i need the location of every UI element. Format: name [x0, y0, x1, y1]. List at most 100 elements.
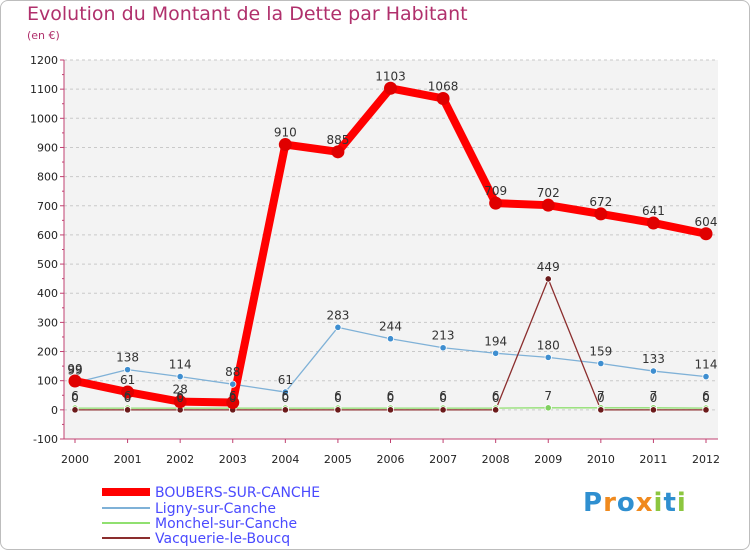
data-label: 604: [695, 215, 718, 229]
y-tick-label: 400: [37, 287, 58, 300]
data-label: 0: [650, 391, 658, 405]
data-point-0: [121, 385, 135, 399]
legend-label-2: Monchel-sur-Canche: [155, 516, 297, 532]
data-point-3: [649, 406, 658, 414]
data-label: 1068: [428, 79, 459, 93]
data-point-0: [173, 395, 187, 409]
data-point-3: [492, 406, 500, 414]
data-point-1: [281, 388, 289, 396]
y-tick-label: 0: [51, 404, 58, 417]
y-tick-label: 700: [37, 200, 58, 213]
data-point-1: [334, 323, 342, 331]
data-label: 885: [326, 133, 349, 147]
x-tick-label: 2000: [61, 453, 89, 466]
data-point-1: [492, 349, 500, 357]
data-label: 0: [124, 391, 132, 405]
data-point-1: [229, 380, 237, 388]
data-point-3: [439, 406, 447, 414]
data-label: 88: [225, 365, 240, 379]
data-label: 138: [116, 351, 139, 365]
data-point-1: [386, 335, 395, 343]
data-point-3: [123, 406, 132, 414]
data-label: 7: [544, 389, 552, 403]
data-label: 0: [334, 391, 342, 405]
x-tick-label: 2009: [534, 453, 562, 466]
data-label: 114: [169, 358, 192, 372]
data-point-0: [331, 145, 345, 159]
x-tick-label: 2008: [482, 453, 510, 466]
data-label: 1103: [375, 69, 406, 83]
data-point-1: [176, 373, 184, 381]
x-tick-label: 2001: [114, 453, 142, 466]
data-point-1: [702, 373, 710, 381]
data-label: 28: [173, 383, 188, 397]
proxiti-logo: Proxiti: [583, 488, 687, 518]
data-label: 702: [537, 186, 560, 200]
chart-title: Evolution du Montant de la Dette par Hab…: [27, 3, 468, 25]
data-label: 0: [387, 391, 395, 405]
x-tick-label: 2006: [377, 453, 405, 466]
data-label: 641: [642, 204, 665, 218]
data-label: 449: [537, 260, 560, 274]
data-label: 6: [229, 389, 237, 403]
logo-letter: i: [653, 488, 664, 518]
data-label: 0: [176, 391, 184, 405]
data-point-0: [278, 138, 292, 152]
y-tick-label: 1000: [30, 112, 58, 125]
data-point-0: [226, 396, 240, 410]
data-point-3: [544, 275, 552, 283]
data-label: 6: [334, 389, 342, 403]
data-point-0: [68, 374, 82, 388]
logo-letter: P: [583, 488, 604, 518]
data-point-1: [439, 344, 447, 352]
data-point-3: [281, 406, 289, 414]
y-tick-label: 900: [37, 141, 58, 154]
data-point-0: [541, 198, 555, 212]
data-label: 7: [597, 389, 605, 403]
data-point-3: [386, 406, 395, 414]
y-tick-label: 500: [37, 258, 58, 271]
data-label: 6: [71, 389, 79, 403]
data-point-3: [334, 406, 342, 414]
y-tick-label: 300: [37, 316, 58, 329]
data-label: 0: [282, 391, 290, 405]
x-tick-label: 2011: [639, 453, 667, 466]
data-label: 99: [67, 362, 82, 376]
logo-letter: x: [635, 488, 654, 518]
x-tick-label: 2012: [692, 453, 720, 466]
data-label: 6: [176, 389, 184, 403]
data-label: 6: [282, 389, 290, 403]
y-tick-label: 800: [37, 171, 58, 184]
data-label: 159: [589, 344, 612, 358]
data-point-0: [384, 81, 397, 95]
data-label: 6: [702, 389, 710, 403]
x-tick-label: 2003: [219, 453, 247, 466]
data-label: 6: [387, 389, 395, 403]
chart-subtitle: (en €): [27, 29, 60, 42]
data-label: 61: [278, 373, 293, 387]
data-label: 709: [484, 184, 507, 198]
data-label: 283: [326, 308, 349, 322]
data-point-1: [544, 353, 552, 361]
y-tick-label: 600: [37, 229, 58, 242]
data-label: 0: [229, 391, 237, 405]
legend-label-3: Vacquerie-le-Boucq: [155, 531, 290, 547]
data-label: 194: [484, 334, 507, 348]
data-point-1: [597, 359, 605, 368]
data-label: 0: [439, 391, 447, 405]
logo-letter: r: [603, 488, 617, 518]
data-label: 213: [432, 329, 455, 343]
data-point-0: [436, 91, 450, 105]
data-point-0: [489, 196, 503, 210]
data-label: 6: [492, 389, 500, 403]
data-point-2: [544, 404, 552, 412]
data-label: 0: [492, 391, 500, 405]
logo-letter: i: [676, 488, 687, 518]
data-label: 910: [274, 126, 297, 140]
data-point-0: [594, 207, 608, 221]
x-tick-label: 2007: [429, 453, 457, 466]
logo-letter: o: [616, 488, 636, 518]
data-point-3: [597, 406, 605, 414]
data-point-3: [702, 406, 710, 414]
y-tick-label: -100: [33, 433, 58, 446]
